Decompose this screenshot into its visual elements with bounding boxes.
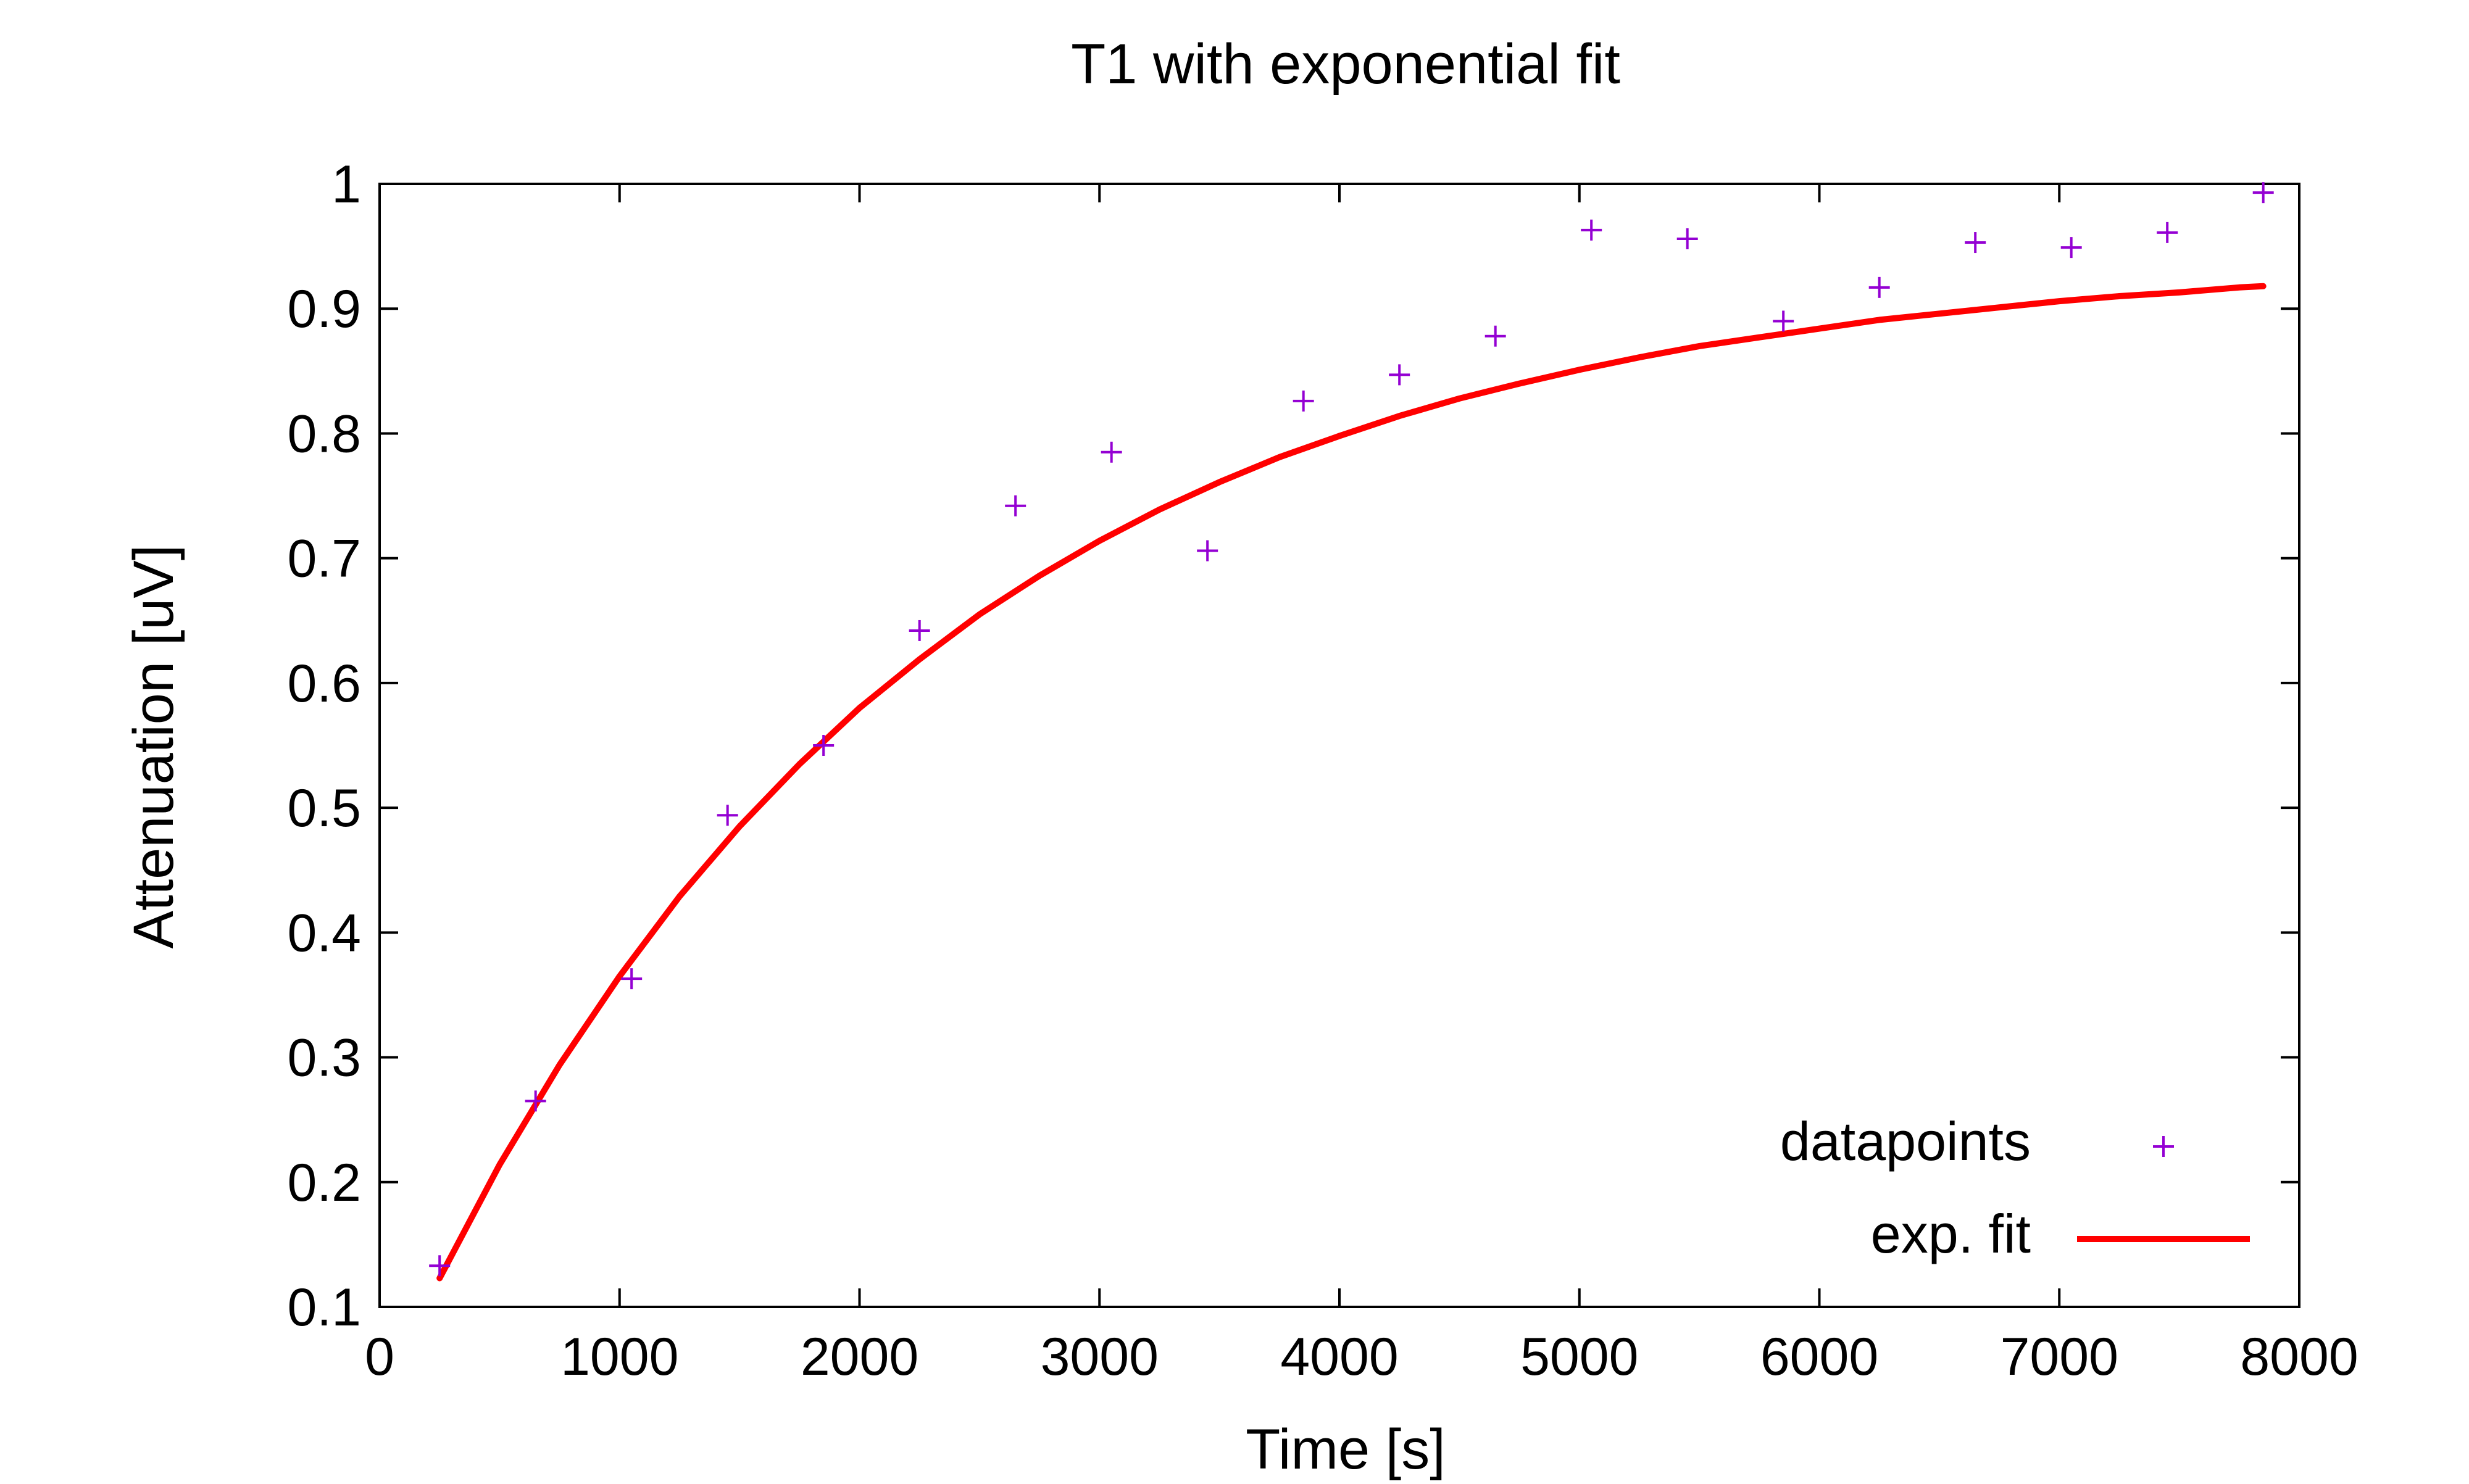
data-point (2252, 182, 2274, 204)
data-point (1581, 219, 1602, 241)
legend-label-datapoints: datapoints (1780, 1111, 2031, 1172)
y-tick-label: 0.8 (287, 404, 361, 463)
chart-title: T1 with exponential fit (1071, 33, 1620, 96)
y-tick-label: 0.1 (287, 1278, 361, 1337)
y-tick-label: 0.2 (287, 1153, 361, 1212)
data-point (909, 620, 930, 641)
data-point (1676, 228, 1698, 249)
data-point (1101, 441, 1122, 463)
legend: datapoints exp. fit (1780, 1111, 2250, 1264)
data-point (717, 805, 738, 826)
x-tick-label: 6000 (1760, 1327, 1878, 1387)
x-tick-label: 7000 (2001, 1327, 2118, 1387)
plot-layer: 0 1000 2000 3000 4000 5000 6000 7000 8000 0.1 0.2 0… (287, 155, 2358, 1387)
data-point (1965, 232, 1986, 254)
x-tick-label: 0 (365, 1327, 394, 1387)
fit-line (436, 283, 2267, 1282)
data-point (621, 968, 643, 990)
data-point (1389, 364, 1410, 386)
y-tick-label: 0.3 (287, 1029, 361, 1088)
y-tick-label: 0.4 (287, 903, 361, 963)
x-axis-title: Time [s] (1246, 1418, 1446, 1481)
x-tick-label: 8000 (2240, 1327, 2358, 1387)
data-point (813, 735, 835, 756)
data-point (1293, 390, 1314, 412)
data-point (429, 1255, 451, 1277)
x-tick-label: 5000 (1520, 1327, 1638, 1387)
data-point (1868, 276, 1890, 298)
data-point (2157, 222, 2178, 243)
y-tick-label: 0.7 (287, 529, 361, 589)
legend-sample-datapoints (2153, 1136, 2174, 1157)
x-tick-label: 3000 (1041, 1327, 1159, 1387)
x-tick-label: 4000 (1280, 1327, 1398, 1387)
x-tick-label: 2000 (801, 1327, 918, 1387)
y-tick-label: 0.6 (287, 654, 361, 713)
data-point (1773, 310, 1794, 332)
data-point (1484, 325, 1506, 347)
legend-label-exp-fit: exp. fit (1871, 1203, 2031, 1264)
y-tick-label: 0.9 (287, 280, 361, 339)
x-tick-label: 1000 (560, 1327, 678, 1387)
y-tick-label: 0.5 (287, 779, 361, 838)
y-axis-title: Attenuation [uV] (122, 545, 185, 949)
data-point (525, 1090, 546, 1112)
y-tick-label: 1 (331, 155, 361, 214)
data-point (2060, 237, 2082, 259)
data-point (1197, 540, 1218, 562)
data-point (1005, 495, 1026, 516)
